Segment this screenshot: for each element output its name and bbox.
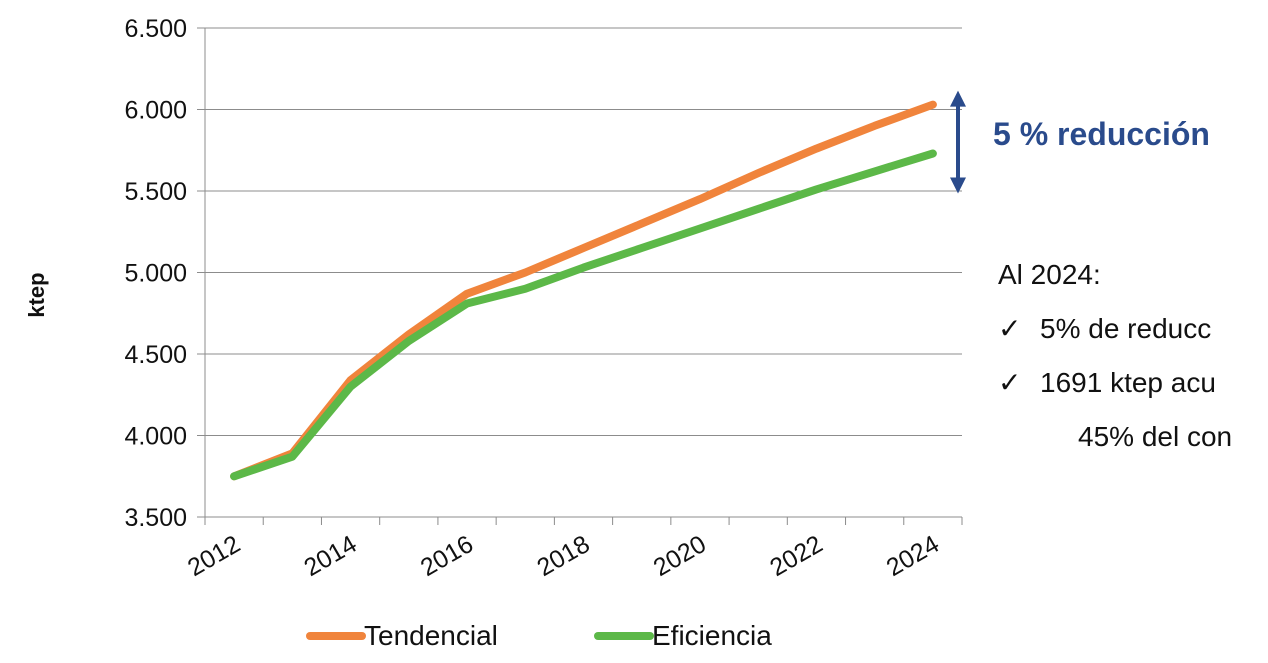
x-tick-label: 2022 <box>765 530 827 582</box>
y-tick-label: 6.000 <box>124 97 187 125</box>
checkmark-icon: ✓ <box>998 367 1022 398</box>
bullet-item: ✓ 5% de reducc <box>998 302 1232 356</box>
x-tick-label: 2016 <box>416 530 478 582</box>
y-tick-label: 6.500 <box>124 15 187 43</box>
series-line-eficiencia <box>230 149 937 481</box>
bullet-item: ✓ 1691 ktep acu <box>998 356 1232 410</box>
legend-label: Tendencial <box>364 620 498 651</box>
reduction-headline: 5 % reducción <box>993 116 1210 152</box>
y-tick-label: 5.000 <box>124 260 187 288</box>
bullet-text: 5% de reducc <box>1040 313 1212 344</box>
arrow-head-down <box>950 177 966 194</box>
y-axis-ticks: 3.500 4.000 4.500 5.000 5.500 6.000 6.500 <box>124 15 205 532</box>
x-tick-label: 2018 <box>532 530 594 582</box>
checkmark-icon: ✓ <box>998 313 1022 344</box>
gridlines <box>205 27 962 436</box>
legend-label: Eficiencia <box>652 620 772 651</box>
reduction-arrow-icon <box>950 90 966 194</box>
y-tick-label: 3.500 <box>124 504 187 532</box>
y-tick-label: 4.000 <box>124 423 187 451</box>
bullet-text: 1691 ktep acu <box>1040 367 1216 398</box>
series-line-tendencial <box>230 100 937 481</box>
x-axis-ticks: 2012 2014 2016 2018 2020 2022 2024 <box>183 517 963 582</box>
arrow-head-up <box>950 90 966 107</box>
legend: Tendencial Eficiencia <box>306 620 772 651</box>
x-tick-label: 2012 <box>183 530 245 582</box>
x-tick-label: 2024 <box>882 530 944 582</box>
y-tick-label: 5.500 <box>124 178 187 206</box>
notes-block: Al 2024: ✓ 5% de reducc ✓ 1691 ktep acu 45… <box>998 248 1232 464</box>
y-axis-label: ktep <box>24 272 49 317</box>
series-lines <box>230 100 937 481</box>
notes-title: Al 2024: <box>998 259 1101 290</box>
bullet-continuation: 45% del con <box>1078 421 1233 452</box>
y-tick-label: 4.500 <box>124 341 187 369</box>
x-tick-label: 2020 <box>649 530 711 582</box>
x-tick-label: 2014 <box>299 530 361 582</box>
